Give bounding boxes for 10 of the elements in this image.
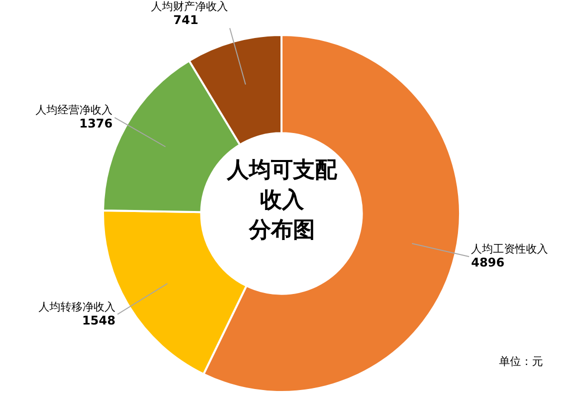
- data-label: 4896: [471, 256, 505, 270]
- slice-label: 人均财产净收入: [150, 0, 228, 14]
- data-label: 1376: [79, 116, 113, 131]
- slice-label: 人均转移净收入: [38, 300, 116, 314]
- text: 单位：元: [499, 354, 543, 369]
- text: 人均可支配收入分布图: [226, 157, 338, 245]
- data-label: 741: [173, 13, 198, 28]
- data-label: 1548: [82, 313, 116, 328]
- slice-label: 人均经营净收入: [36, 104, 113, 117]
- slice-label: 人均工资性收入: [471, 242, 548, 256]
